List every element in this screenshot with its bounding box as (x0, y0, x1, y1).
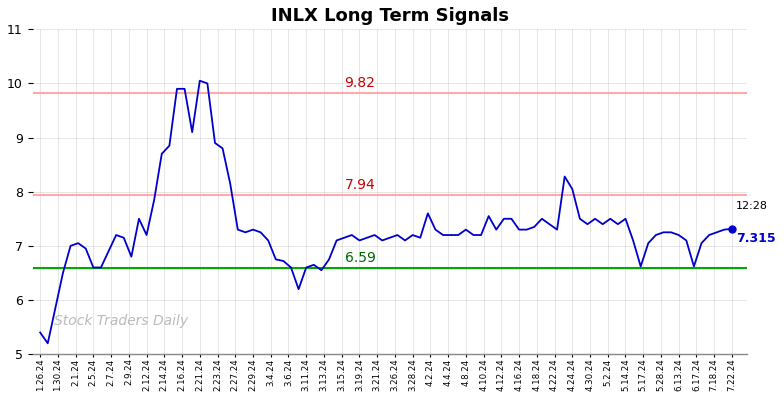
Text: 7.315: 7.315 (735, 232, 775, 244)
Text: 12:28: 12:28 (735, 201, 768, 211)
Text: 9.82: 9.82 (344, 76, 376, 90)
Title: INLX Long Term Signals: INLX Long Term Signals (270, 7, 509, 25)
Text: 6.59: 6.59 (344, 252, 376, 265)
Text: 7.94: 7.94 (344, 178, 376, 192)
Text: Stock Traders Daily: Stock Traders Daily (54, 314, 188, 328)
